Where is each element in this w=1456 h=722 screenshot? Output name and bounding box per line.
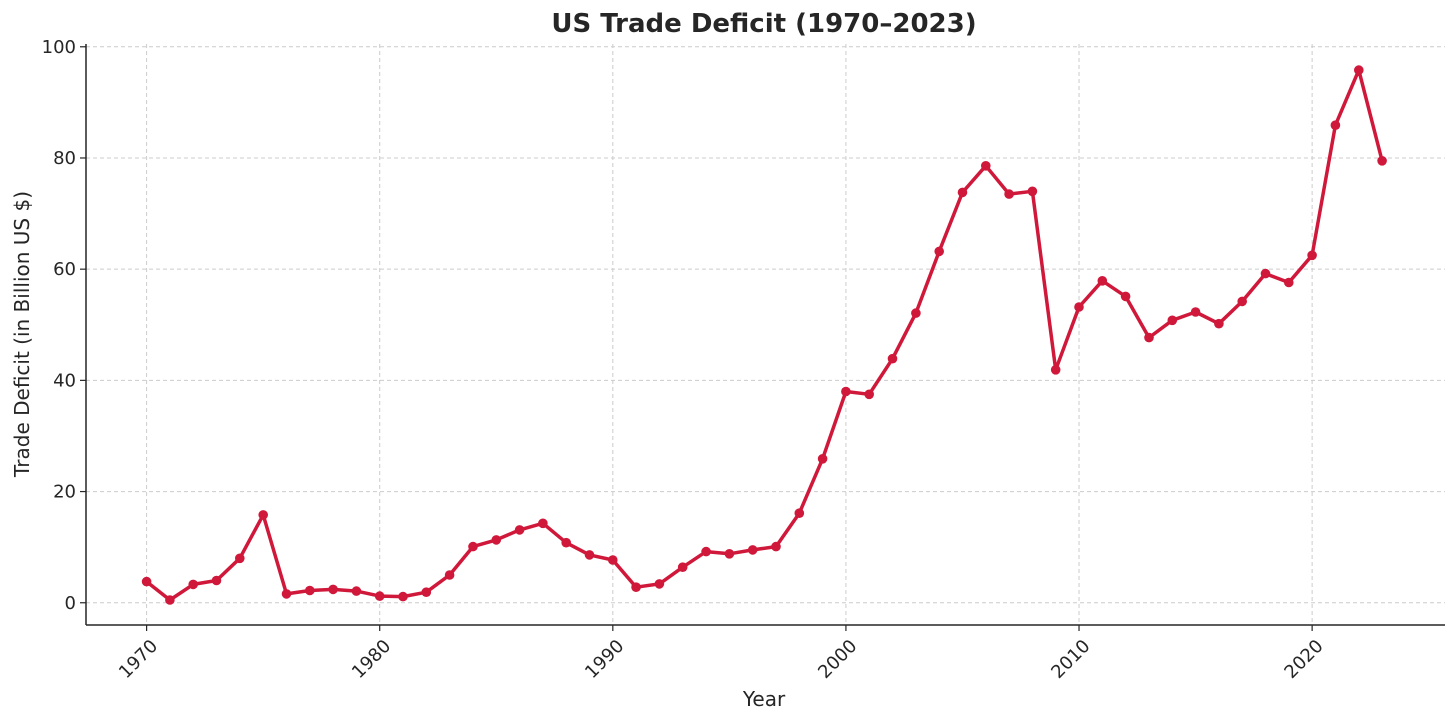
data-point-1992: [654, 579, 665, 589]
data-point-2011: [1097, 276, 1108, 286]
data-point-2013: [1144, 332, 1154, 343]
data-point-1972: [188, 579, 198, 590]
y-tick-label: 80: [53, 148, 76, 169]
y-tick-label: 20: [53, 482, 76, 503]
data-point-1993: [677, 562, 688, 572]
data-point-2018: [1260, 268, 1271, 279]
series-layer: [141, 65, 1387, 605]
data-point-1997: [771, 541, 781, 552]
data-point-2017: [1237, 296, 1247, 307]
y-tick-label: 100: [42, 37, 76, 58]
y-tick-label: 60: [53, 259, 76, 280]
x-tick-label: 1970: [115, 636, 162, 683]
data-point-1979: [351, 586, 362, 596]
x-tick-label: 1980: [348, 636, 395, 683]
data-point-1971: [165, 595, 175, 605]
data-point-1998: [794, 508, 805, 518]
data-point-1999: [817, 454, 828, 464]
data-point-2009: [1050, 365, 1061, 375]
trade-deficit-line: [144, 68, 1384, 602]
x-tick-label: 2000: [814, 636, 861, 683]
data-point-1970: [141, 576, 152, 587]
data-point-1975: [258, 510, 269, 520]
data-point-2022: [1354, 65, 1364, 75]
data-point-2001: [864, 389, 874, 400]
data-point-2021: [1330, 120, 1341, 130]
data-point-2023: [1377, 156, 1387, 166]
data-point-1973: [211, 575, 222, 586]
data-point-2004: [934, 246, 944, 257]
data-point-1989: [584, 550, 595, 560]
y-tick-label: 40: [53, 370, 76, 391]
data-point-2015: [1190, 307, 1201, 317]
data-point-2000: [841, 386, 851, 397]
data-point-1985: [491, 535, 502, 545]
data-point-2019: [1284, 277, 1294, 288]
grid-layer: [86, 44, 1445, 625]
data-point-1977: [305, 585, 315, 596]
data-point-2016: [1214, 318, 1224, 329]
data-point-2020: [1307, 250, 1317, 261]
data-point-2006: [981, 161, 991, 171]
data-point-2003: [911, 308, 921, 318]
data-point-1986: [514, 525, 525, 535]
y-tick-label: 0: [65, 593, 76, 614]
x-axis-label: Year: [742, 687, 786, 711]
data-point-2014: [1167, 315, 1178, 326]
data-point-1987: [538, 518, 548, 529]
data-point-1978: [328, 584, 338, 595]
x-tick-label: 1990: [581, 636, 628, 683]
data-point-1995: [724, 549, 735, 559]
y-axis-label: Trade Deficit (in Billion US $): [10, 191, 34, 478]
data-point-1996: [747, 545, 758, 555]
tick-layer: 0 20 40 60 80 100 1970 1980 1990 2000 2010 2020: [42, 37, 1328, 683]
data-point-1980: [374, 591, 385, 601]
data-point-1974: [235, 553, 245, 564]
data-point-2007: [1004, 189, 1014, 199]
x-tick-label: 2020: [1280, 636, 1327, 683]
data-point-2010: [1074, 302, 1084, 312]
data-point-1982: [421, 587, 432, 597]
x-tick-label: 2010: [1047, 636, 1094, 683]
data-point-1976: [281, 589, 292, 599]
data-point-2008: [1027, 186, 1038, 197]
data-point-1991: [631, 582, 641, 592]
data-point-1981: [398, 591, 408, 602]
data-point-2002: [887, 353, 898, 364]
data-point-1984: [468, 541, 478, 552]
data-point-1990: [608, 555, 618, 565]
data-point-1983: [444, 570, 455, 580]
chart-title: US Trade Deficit (1970–2023): [551, 9, 976, 39]
data-point-1994: [701, 546, 711, 557]
data-point-2005: [957, 187, 968, 198]
data-point-2012: [1120, 291, 1131, 302]
axes-layer: [85, 44, 1445, 626]
data-point-1988: [561, 537, 571, 548]
